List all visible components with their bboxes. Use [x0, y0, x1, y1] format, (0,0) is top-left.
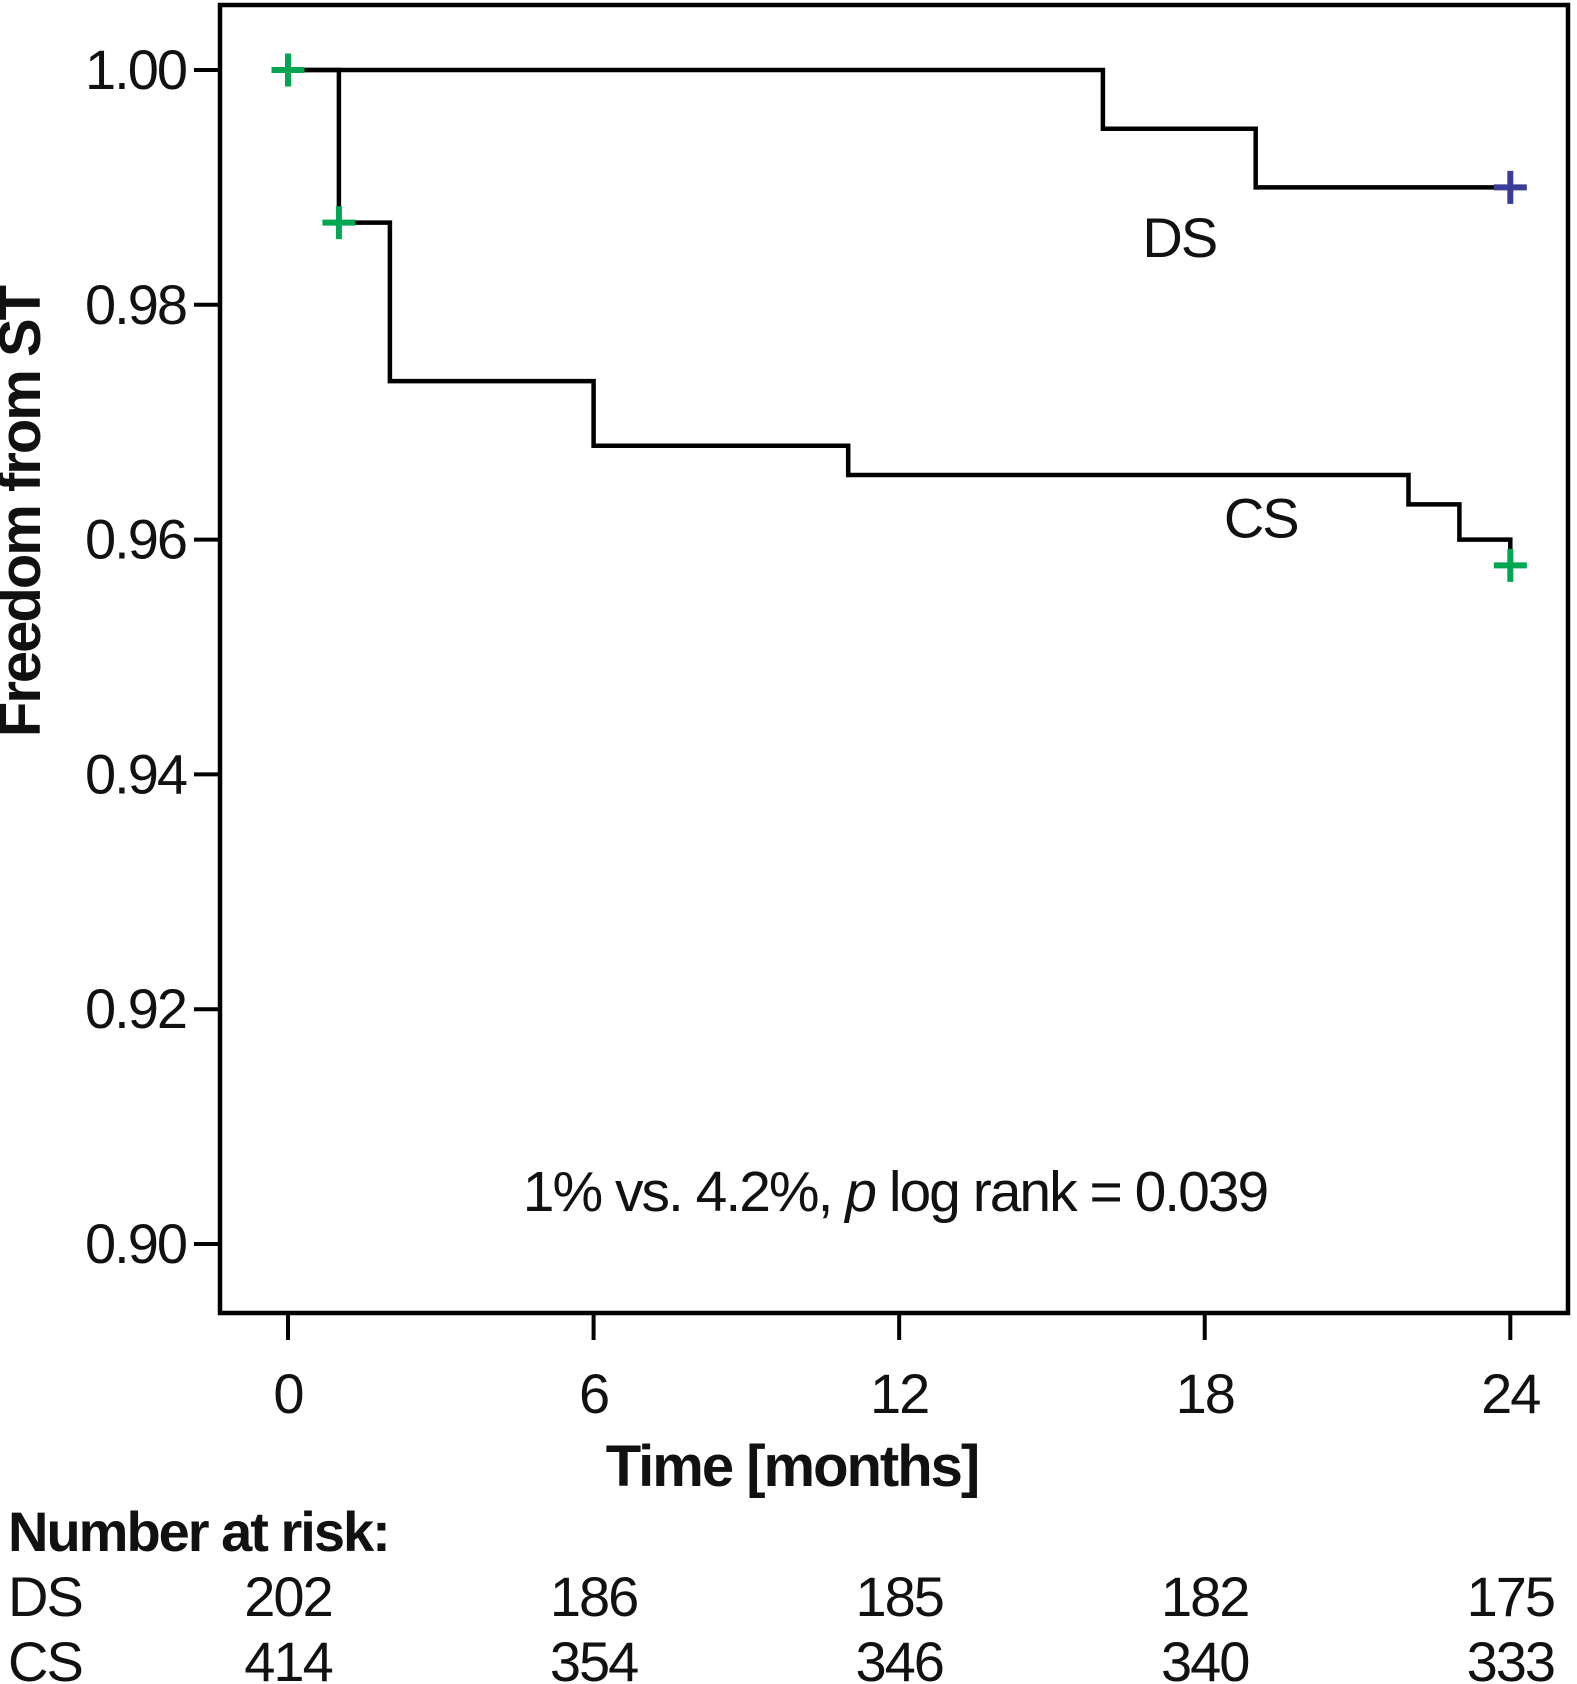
y-tick-label: 0.92	[85, 977, 186, 1040]
curve-label-cs: CS	[1224, 486, 1298, 549]
y-tick-label: 0.96	[85, 508, 186, 571]
annotation-pre: 1% vs. 4.2%,	[523, 1160, 846, 1224]
survival-curves: DS CS	[271, 53, 1527, 582]
number-at-risk-table: DS 202 186 185 182 175 CS 414 354 346 340 333	[8, 1565, 1556, 1684]
censor-mark-cs	[271, 53, 305, 87]
y-tick-label: 0.90	[85, 1212, 186, 1275]
y-tick-label: 1.00	[85, 38, 186, 101]
risk-value: 202	[244, 1565, 331, 1628]
x-axis: 0 6 12 18 24	[273, 1313, 1542, 1425]
x-tick-label: 24	[1481, 1362, 1540, 1425]
x-tick-label: 12	[870, 1362, 928, 1425]
censor-mark-ds	[1493, 170, 1527, 204]
risk-value: 346	[855, 1630, 942, 1684]
risk-value: 414	[244, 1630, 332, 1684]
x-tick-label: 0	[273, 1362, 302, 1425]
risk-row-label-cs: CS	[8, 1630, 82, 1684]
risk-value: 185	[855, 1565, 942, 1628]
risk-value: 354	[550, 1630, 638, 1684]
log-rank-annotation: 1% vs. 4.2%, p log rank = 0.039	[523, 1160, 1267, 1224]
curve-label-ds: DS	[1142, 206, 1216, 269]
y-axis: 1.00 0.98 0.96 0.94 0.92 0.90	[85, 38, 220, 1275]
censor-mark-cs	[322, 206, 356, 240]
number-at-risk-title: Number at risk:	[8, 1500, 389, 1563]
risk-value: 186	[550, 1565, 637, 1628]
annotation-post: log rank = 0.039	[875, 1160, 1267, 1224]
x-tick-label: 6	[579, 1362, 608, 1425]
y-axis-title: Freedom from ST	[0, 285, 53, 737]
x-axis-title: Time [months]	[606, 1434, 979, 1499]
curve-cs	[288, 67, 1513, 566]
risk-value: 340	[1161, 1630, 1248, 1684]
censor-mark-cs	[1493, 548, 1527, 582]
annotation-p-italic: p	[843, 1160, 875, 1224]
risk-value: 175	[1467, 1565, 1554, 1628]
y-tick-label: 0.98	[85, 273, 186, 336]
y-tick-label: 0.94	[85, 742, 187, 805]
x-tick-label: 18	[1176, 1362, 1234, 1425]
risk-row-label-ds: DS	[8, 1565, 82, 1628]
risk-value: 333	[1467, 1630, 1554, 1684]
plot-frame	[217, 2, 1571, 1316]
risk-value: 182	[1161, 1565, 1248, 1628]
curve-ds	[288, 67, 1511, 190]
